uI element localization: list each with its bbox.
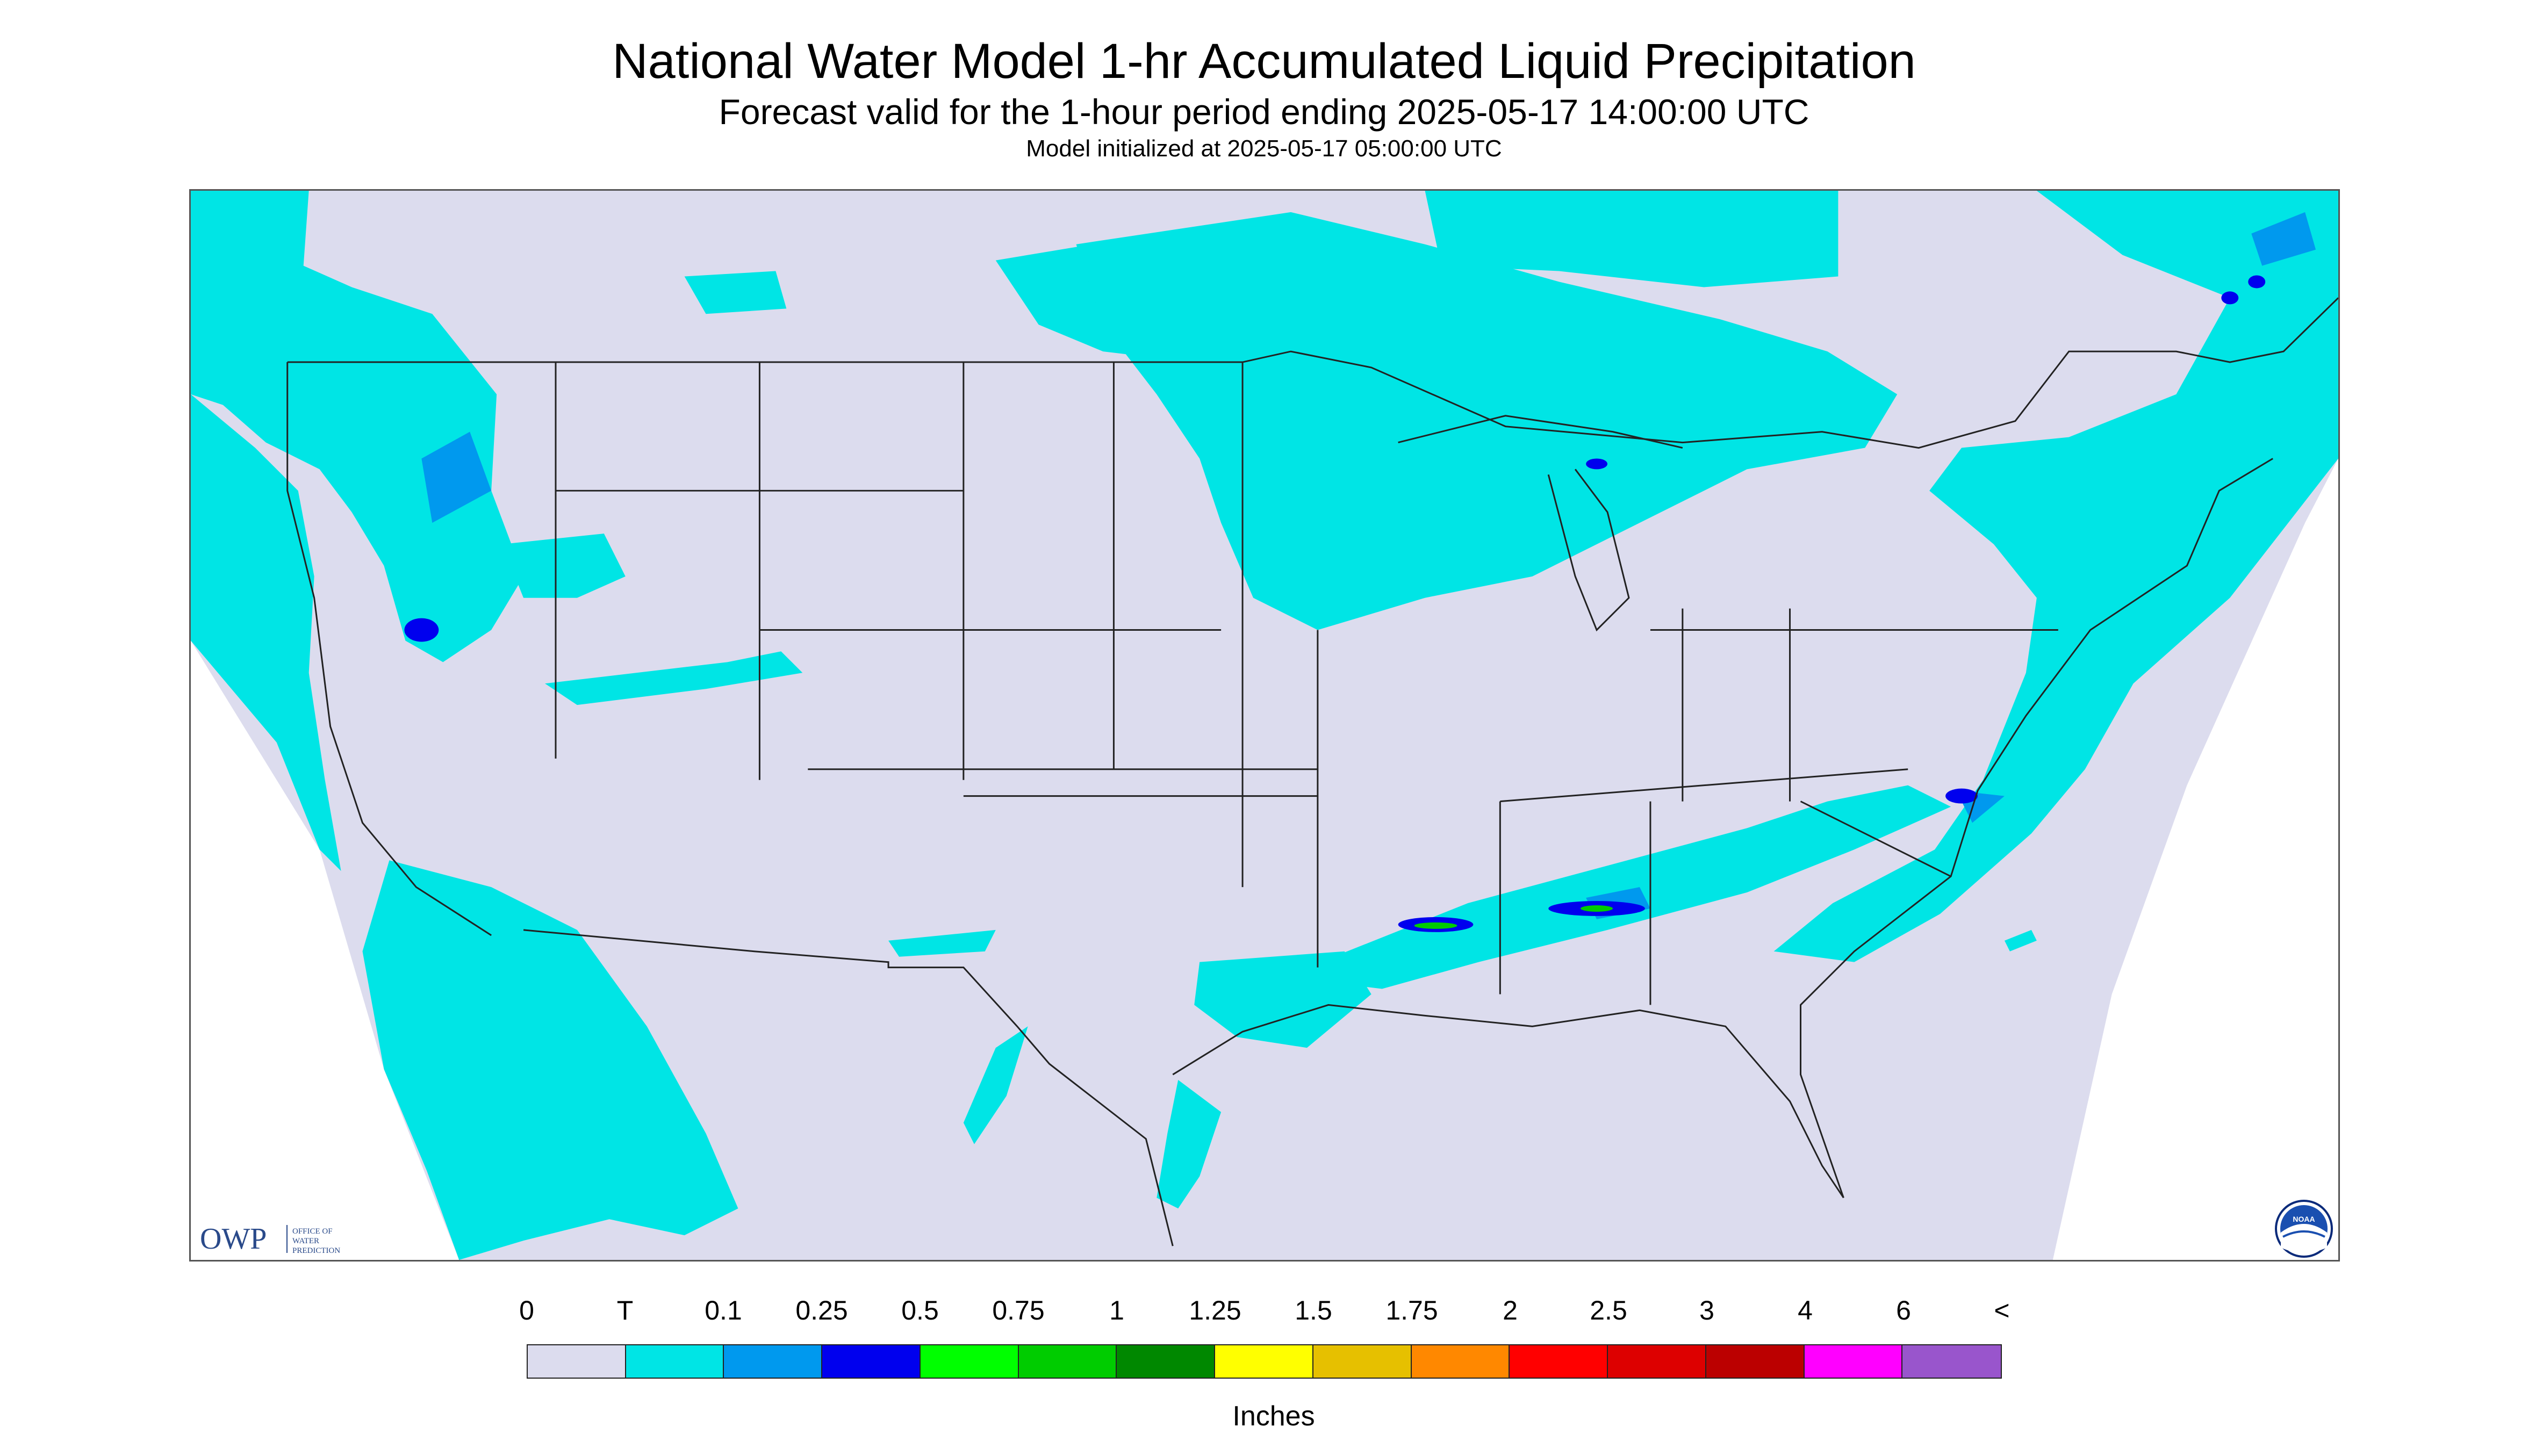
precip-new-mexico-bits bbox=[888, 929, 996, 957]
legend-tick-label: < bbox=[1994, 1295, 2010, 1325]
boundary-lines bbox=[286, 297, 2338, 1246]
svg-text:OFFICE OF: OFFICE OF bbox=[292, 1227, 333, 1236]
gulf-coast bbox=[1172, 1004, 1844, 1199]
precip-texas-coast bbox=[1194, 951, 1371, 1048]
state-lines-east bbox=[1500, 608, 2058, 877]
precip-southeast-band bbox=[1333, 785, 1951, 989]
legend-swatch bbox=[528, 1345, 626, 1378]
map-title: National Water Model 1-hr Accumulated Li… bbox=[612, 34, 1916, 89]
precip-pacific-northwest bbox=[191, 191, 524, 662]
legend-color-bar bbox=[527, 1344, 2002, 1379]
precip-montana-patch bbox=[684, 271, 787, 314]
lake-michigan bbox=[1547, 468, 1630, 632]
svg-text:PREDICTION: PREDICTION bbox=[292, 1246, 340, 1255]
precip-southern-california bbox=[362, 860, 738, 1260]
precip-nevada-streak bbox=[545, 651, 803, 705]
green-precip-cores bbox=[1414, 905, 1613, 929]
precip-atlantic-offshore bbox=[2004, 929, 2037, 952]
west-coast bbox=[286, 362, 492, 936]
precip-texas-gulf bbox=[1157, 1080, 1222, 1209]
east-coast bbox=[1800, 458, 2273, 1198]
precip-idaho-band bbox=[502, 534, 626, 598]
legend-swatch bbox=[1313, 1345, 1412, 1378]
legend-tick-label: 0.1 bbox=[705, 1295, 742, 1325]
legend-tick-label: 0 bbox=[519, 1295, 534, 1325]
lake-superior bbox=[1398, 415, 1683, 449]
legend-swatch bbox=[822, 1345, 921, 1378]
legend-swatch bbox=[1608, 1345, 1706, 1378]
noaa-logo: NOAA bbox=[2274, 1199, 2333, 1258]
legend-tick-label: 0.75 bbox=[992, 1295, 1045, 1325]
model-init-line: Model initialized at 2025-05-17 05:00:00… bbox=[1026, 135, 1502, 162]
legend-tick-label: 2 bbox=[1503, 1295, 1518, 1325]
legend-swatch bbox=[1117, 1345, 1216, 1378]
map-canvas bbox=[191, 191, 2338, 1260]
legend-swatch bbox=[626, 1345, 724, 1378]
legend-swatch bbox=[1215, 1345, 1313, 1378]
legend-tick-label: 1.5 bbox=[1295, 1295, 1332, 1325]
forecast-valid-subtitle: Forecast valid for the 1-hour period end… bbox=[719, 92, 1809, 132]
precipitation-map bbox=[189, 189, 2340, 1262]
legend-tick-label: 0.5 bbox=[901, 1295, 939, 1325]
legend-swatch bbox=[1804, 1345, 1903, 1378]
legend-swatch bbox=[1706, 1345, 1805, 1378]
legend-swatch bbox=[920, 1345, 1019, 1378]
precip-west-coast-central bbox=[191, 394, 341, 871]
legend-tick-label: T bbox=[616, 1295, 634, 1325]
legend-swatch bbox=[724, 1345, 823, 1378]
legend-tick-label: 1.25 bbox=[1189, 1295, 1241, 1325]
legend-swatch bbox=[1411, 1345, 1510, 1378]
precip-west-texas-streak bbox=[963, 1026, 1028, 1144]
precip-lake-superior bbox=[1425, 191, 1838, 287]
state-lines-central bbox=[963, 362, 1651, 1005]
legend-tick-label: 1 bbox=[1109, 1295, 1124, 1325]
precip-northeast bbox=[1773, 191, 2338, 962]
legend-swatch bbox=[1902, 1345, 2001, 1378]
us-mexico-border bbox=[523, 929, 1174, 1246]
owp-logo: OWP OFFICE OF WATER PREDICTION bbox=[200, 1220, 372, 1257]
legend-tick-label: 3 bbox=[1699, 1295, 1714, 1325]
legend-tick-label: 0.25 bbox=[795, 1295, 848, 1325]
precip-legend: 0 T 0.1 0.25 0.5 0.75 1 1.25 1.5 1.75 2 2.5 3 4 6 < Inc… bbox=[519, 1295, 2021, 1456]
state-lines-west bbox=[555, 362, 1318, 780]
legend-tick-label: 1.75 bbox=[1385, 1295, 1438, 1325]
svg-text:WATER: WATER bbox=[292, 1237, 319, 1245]
us-canada-border bbox=[287, 297, 2338, 449]
noaa-logo-text: NOAA bbox=[2293, 1215, 2315, 1223]
legend-tick-label: 2.5 bbox=[1590, 1295, 1627, 1325]
legend-swatch bbox=[1510, 1345, 1608, 1378]
legend-tick-label: 4 bbox=[1798, 1295, 1813, 1325]
legend-tick-label: 6 bbox=[1896, 1295, 1911, 1325]
legend-units-label: Inches bbox=[1232, 1401, 1315, 1432]
legend-swatch bbox=[1018, 1345, 1117, 1378]
owp-logo-text: OWP bbox=[200, 1222, 267, 1256]
